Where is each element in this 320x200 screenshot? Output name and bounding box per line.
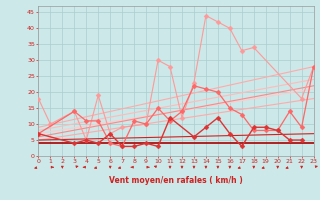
X-axis label: Vent moyen/en rafales ( km/h ): Vent moyen/en rafales ( km/h ) (109, 176, 243, 185)
